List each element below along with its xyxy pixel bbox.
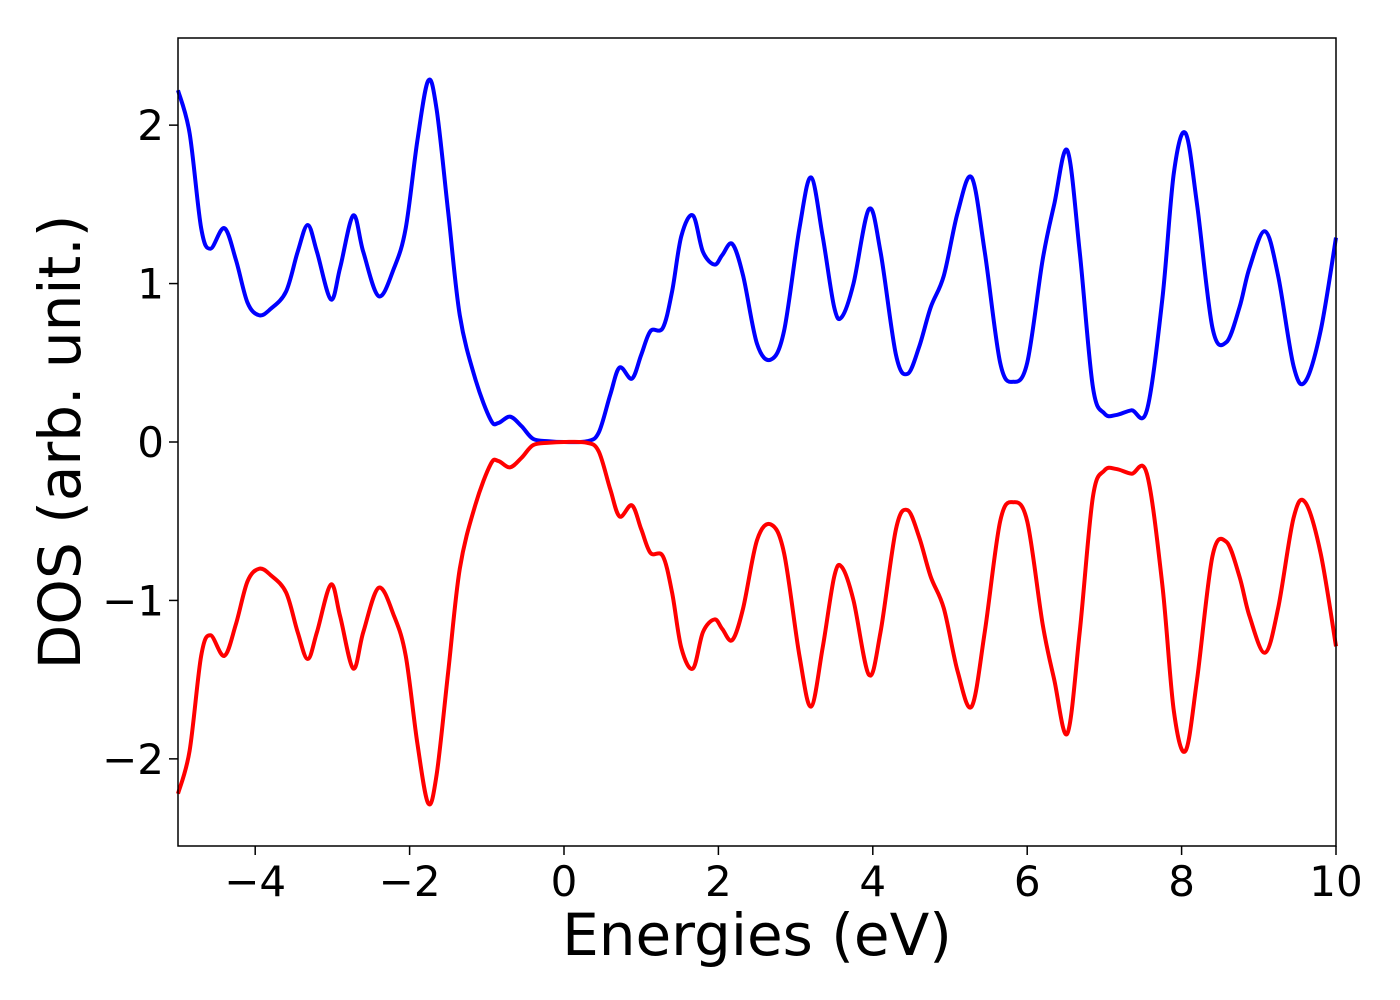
x-tick-label: 6 (1014, 857, 1041, 906)
y-tick-label: −1 (102, 576, 164, 625)
x-tick-label: 2 (705, 857, 732, 906)
y-axis-title: DOS (arb. unit.) (26, 215, 94, 670)
x-tick-label: 4 (859, 857, 886, 906)
series-layer (176, 77, 1338, 807)
x-tick-label: −4 (224, 857, 286, 906)
y-tick-label: 2 (137, 101, 164, 150)
x-tick-label: 10 (1309, 857, 1362, 906)
x-tick-label: 0 (551, 857, 578, 906)
x-tick-label: −2 (379, 857, 441, 906)
y-tick-label: 0 (137, 418, 164, 467)
x-tick-label: 8 (1168, 857, 1195, 906)
y-tick-label: −2 (102, 735, 164, 784)
y-tick-label: 1 (137, 260, 164, 309)
x-axis-ticks: −4 −2 0 2 4 6 8 10 (224, 846, 1363, 906)
plot-background (178, 38, 1336, 846)
series-line-2 (176, 439, 1338, 807)
x-axis-title: Energies (eV) (562, 901, 952, 969)
series-line-1 (176, 77, 1338, 445)
y-axis-ticks: −2 −1 0 1 2 (102, 101, 178, 784)
